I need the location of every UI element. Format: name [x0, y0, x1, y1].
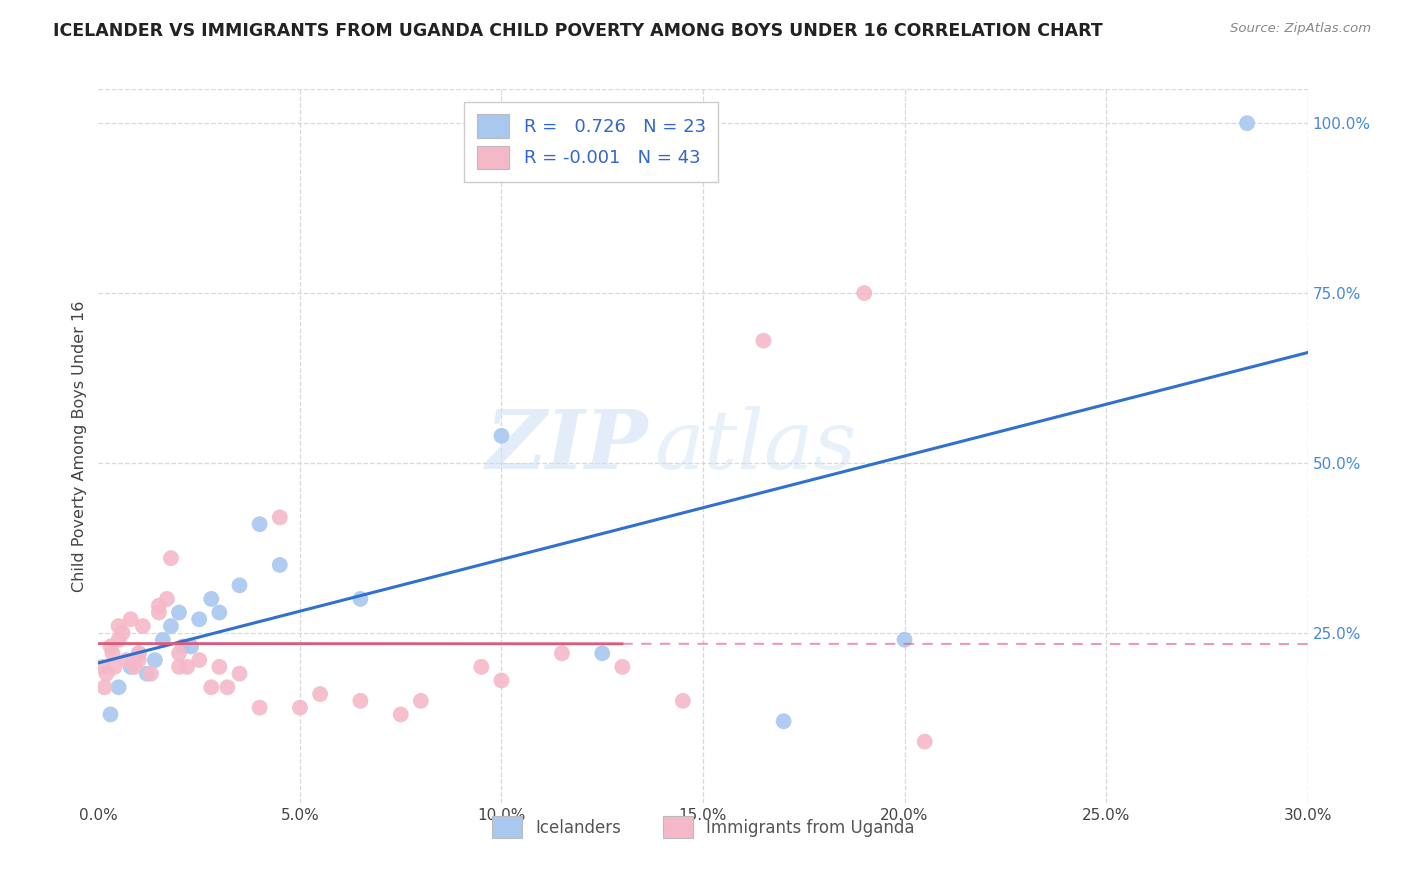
- Legend: Icelanders, Immigrants from Uganda: Icelanders, Immigrants from Uganda: [485, 810, 921, 845]
- Point: [288, 700, 311, 714]
- Point: [160, 551, 183, 566]
- Point: [491, 429, 513, 443]
- Point: [148, 599, 170, 613]
- Point: [249, 517, 271, 532]
- Point: [188, 612, 211, 626]
- Point: [120, 660, 142, 674]
- Point: [228, 578, 250, 592]
- Text: ZIP: ZIP: [486, 406, 648, 486]
- Point: [160, 619, 183, 633]
- Point: [139, 666, 162, 681]
- Point: [269, 558, 291, 572]
- Point: [172, 640, 194, 654]
- Point: [853, 286, 876, 301]
- Point: [176, 660, 198, 674]
- Point: [128, 653, 150, 667]
- Point: [128, 646, 150, 660]
- Point: [208, 606, 231, 620]
- Point: [208, 660, 231, 674]
- Point: [107, 619, 129, 633]
- Point: [135, 666, 157, 681]
- Point: [269, 510, 291, 524]
- Point: [228, 666, 250, 681]
- Point: [143, 653, 166, 667]
- Point: [96, 666, 118, 681]
- Point: [115, 653, 138, 667]
- Point: [167, 660, 190, 674]
- Point: [1236, 116, 1258, 130]
- Point: [309, 687, 332, 701]
- Point: [409, 694, 432, 708]
- Point: [772, 714, 794, 729]
- Point: [100, 640, 122, 654]
- Point: [200, 680, 222, 694]
- Point: [91, 660, 114, 674]
- Text: ICELANDER VS IMMIGRANTS FROM UGANDA CHILD POVERTY AMONG BOYS UNDER 16 CORRELATIO: ICELANDER VS IMMIGRANTS FROM UGANDA CHIL…: [53, 22, 1104, 40]
- Point: [188, 653, 211, 667]
- Point: [124, 660, 146, 674]
- Point: [103, 660, 125, 674]
- Point: [107, 680, 129, 694]
- Point: [93, 680, 115, 694]
- Point: [349, 591, 371, 606]
- Point: [672, 694, 695, 708]
- Point: [111, 626, 134, 640]
- Point: [249, 700, 271, 714]
- Point: [167, 606, 190, 620]
- Point: [100, 707, 122, 722]
- Point: [591, 646, 613, 660]
- Point: [132, 619, 155, 633]
- Point: [349, 694, 371, 708]
- Point: [551, 646, 574, 660]
- Point: [893, 632, 915, 647]
- Point: [167, 646, 190, 660]
- Text: atlas: atlas: [655, 406, 858, 486]
- Point: [470, 660, 492, 674]
- Point: [180, 640, 202, 654]
- Point: [120, 612, 142, 626]
- Point: [491, 673, 513, 688]
- Point: [914, 734, 936, 748]
- Point: [217, 680, 239, 694]
- Point: [101, 646, 124, 660]
- Point: [128, 646, 150, 660]
- Point: [389, 707, 412, 722]
- Point: [148, 606, 170, 620]
- Point: [200, 591, 222, 606]
- Point: [752, 334, 775, 348]
- Point: [152, 632, 174, 647]
- Point: [612, 660, 634, 674]
- Point: [107, 632, 129, 647]
- Point: [156, 591, 179, 606]
- Text: Source: ZipAtlas.com: Source: ZipAtlas.com: [1230, 22, 1371, 36]
- Y-axis label: Child Poverty Among Boys Under 16: Child Poverty Among Boys Under 16: [72, 301, 87, 591]
